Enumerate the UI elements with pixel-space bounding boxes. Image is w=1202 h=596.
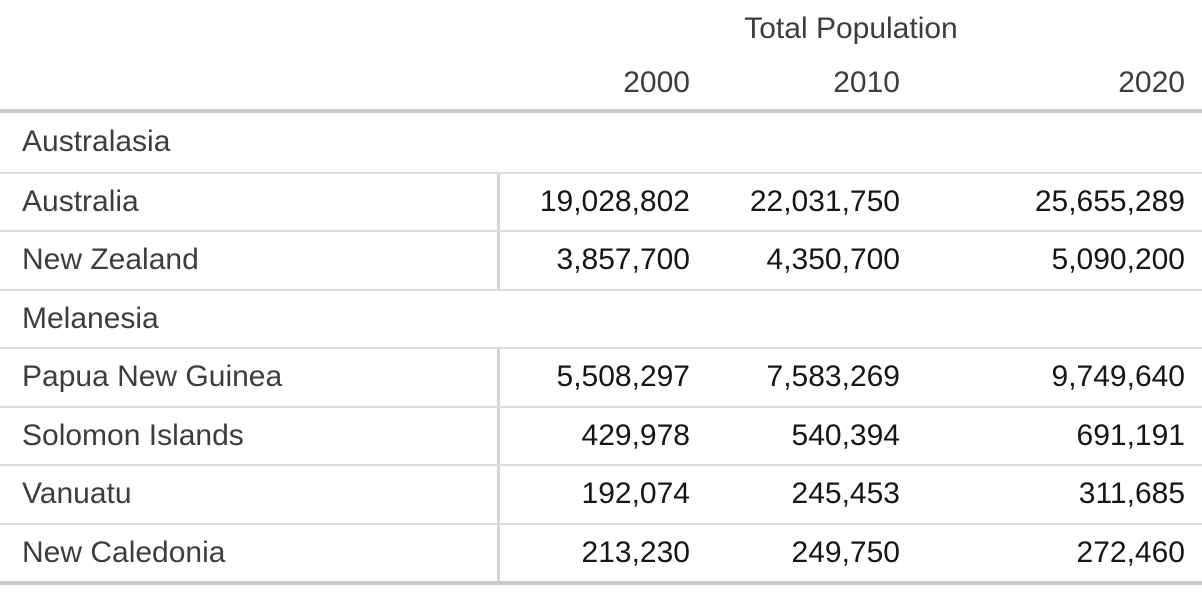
table-header: Total Population 2000 2010 2020: [0, 0, 1202, 113]
group-header-row: Melanesia: [0, 288, 1202, 348]
population-value: 249,750: [791, 535, 900, 569]
population-value: 25,655,289: [1034, 184, 1185, 218]
population-value: 5,508,297: [556, 360, 690, 394]
column-header-2010: 2010: [833, 66, 900, 99]
table-row: New Zealand 3,857,700 4,350,700 5,090,20…: [0, 230, 1202, 289]
table-body: Australasia Australia 19,028,802 22,031,…: [0, 113, 1202, 585]
population-value: 9,749,640: [1051, 360, 1185, 394]
country-label: Vanuatu: [0, 466, 500, 523]
country-label: Papua New Guinea: [0, 349, 500, 406]
title-spacer: [0, 0, 500, 57]
table-title: Total Population: [744, 11, 958, 45]
population-value: 4,350,700: [766, 243, 900, 277]
country-label: New Zealand: [0, 232, 500, 289]
table-row: Solomon Islands 429,978 540,394 691,191: [0, 405, 1202, 464]
population-value: 245,453: [791, 477, 900, 511]
year-header-row: 2000 2010 2020: [0, 57, 1202, 109]
table-row: New Caledonia 213,230 249,750 272,460: [0, 522, 1202, 581]
group-header-row: Australasia: [0, 113, 1202, 172]
population-value: 192,074: [581, 477, 690, 511]
table-row: Australia 19,028,802 22,031,750 25,655,2…: [0, 171, 1202, 230]
group-label: Australasia: [22, 125, 171, 159]
population-value: 3,857,700: [556, 243, 690, 277]
population-value: 691,191: [1076, 418, 1185, 452]
population-value: 7,583,269: [766, 360, 900, 394]
population-value: 213,230: [581, 535, 690, 569]
title-row: Total Population: [0, 0, 1202, 57]
population-value: 540,394: [791, 418, 900, 452]
population-value: 5,090,200: [1051, 243, 1185, 277]
population-value: 311,685: [1078, 477, 1185, 511]
population-value: 19,028,802: [539, 184, 690, 218]
column-header-2000: 2000: [623, 66, 690, 99]
population-value: 272,460: [1076, 535, 1185, 569]
table-row: Papua New Guinea 5,508,297 7,583,269 9,7…: [0, 347, 1202, 406]
country-label: Solomon Islands: [0, 407, 500, 464]
country-label: Australia: [0, 173, 500, 230]
country-label: New Caledonia: [0, 524, 500, 581]
table-row: Vanuatu 192,074 245,453 311,685: [0, 464, 1202, 523]
group-label: Melanesia: [22, 301, 159, 335]
year-header-spacer: [0, 57, 500, 109]
column-header-2020: 2020: [1118, 66, 1185, 99]
population-value: 22,031,750: [749, 184, 900, 218]
population-value: 429,978: [581, 418, 690, 452]
